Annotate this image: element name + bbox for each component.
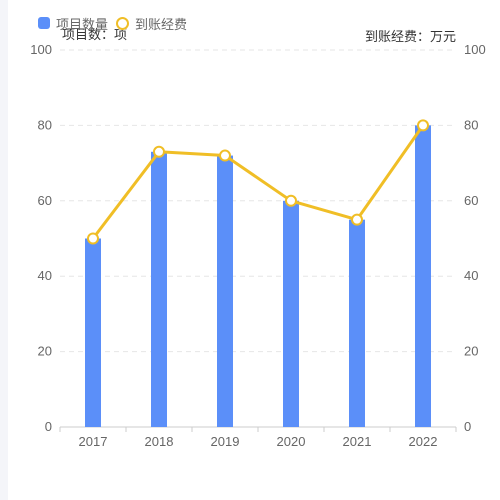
axes [59, 426, 457, 432]
y-tick-label-right: 40 [464, 268, 478, 283]
y-tick-label-left: 100 [30, 42, 52, 57]
bar [151, 151, 167, 428]
bar [415, 125, 431, 428]
line-point [87, 232, 99, 245]
grid-lines [60, 49, 456, 353]
bar [349, 219, 365, 427]
x-tick-label: 2021 [343, 434, 372, 449]
x-tick-label: 2017 [79, 434, 108, 449]
bar [283, 200, 299, 427]
x-tick-label: 2018 [145, 434, 174, 449]
y-tick-label-left: 0 [45, 419, 52, 434]
legend-bar-label: 项目数量 [56, 16, 109, 32]
line-path [91, 124, 425, 240]
y-tick-label-left: 80 [38, 117, 52, 132]
line-point [219, 149, 231, 162]
legend-bar-swatch-icon [38, 17, 50, 29]
y-tick-label-right: 0 [464, 419, 471, 434]
bar-series [85, 125, 431, 428]
legend-line-label: 到账经费 [135, 16, 188, 32]
bar [217, 155, 233, 427]
left-axis-unit: 项目数：项 [62, 27, 128, 42]
legend-item-bar[interactable]: 项目数量 [38, 14, 108, 33]
y-tick-label-right: 100 [464, 42, 486, 57]
y-tick-label-right: 60 [464, 193, 478, 208]
chart-legend: 项目数量 到账经费 [38, 14, 187, 32]
line-point [153, 145, 165, 158]
legend-line-swatch-icon [116, 16, 130, 30]
y-tick-label-right: 20 [464, 344, 478, 359]
line-point [285, 194, 297, 207]
y-tick-label-left: 40 [38, 268, 52, 283]
x-tick-label: 2022 [409, 434, 438, 449]
y-tick-label-left: 20 [38, 344, 52, 359]
legend-item-line[interactable]: 到账经费 [116, 14, 187, 33]
bar [85, 238, 101, 427]
x-tick-label: 2019 [211, 434, 240, 449]
line-point [417, 119, 429, 132]
line-series [87, 119, 429, 245]
y-tick-label-right: 80 [464, 117, 478, 132]
line-point [351, 213, 363, 226]
right-axis-unit: 到账经费：万元 [364, 29, 456, 44]
page-side-strip [0, 0, 8, 500]
y-tick-label-left: 60 [38, 193, 52, 208]
x-tick-label: 2020 [277, 434, 306, 449]
